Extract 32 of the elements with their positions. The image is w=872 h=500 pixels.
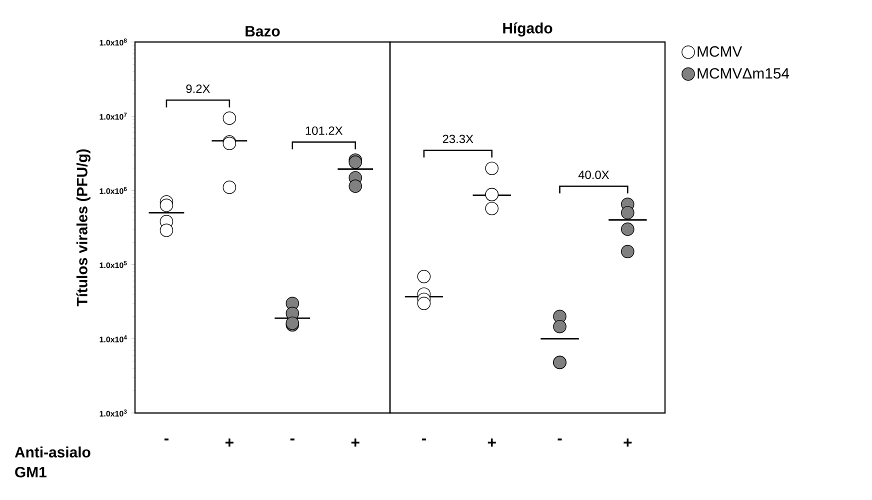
x-tick-label: -: [422, 438, 426, 440]
point: [553, 320, 566, 334]
point: [621, 244, 634, 258]
y-axis-title: Títulos virales (PFU/g): [76, 149, 90, 306]
legend-label: MCMVΔm154: [698, 68, 790, 79]
point: [621, 206, 634, 220]
point: [621, 222, 634, 236]
point: [160, 224, 174, 237]
point: [348, 180, 362, 193]
annotation: 40.0X: [578, 170, 610, 180]
point: [222, 180, 236, 194]
x-axis-title: Anti-asialo GM1: [14, 446, 90, 478]
point: [485, 162, 499, 176]
point: [485, 202, 499, 216]
chart-title: Hígado: [503, 22, 552, 36]
point: [160, 198, 174, 212]
annotation: 101.2X: [306, 126, 343, 135]
chart-title: Bazo: [246, 26, 280, 36]
legend-label: MCMV: [698, 46, 742, 57]
x-tick-label: -: [164, 438, 168, 440]
point: [417, 270, 431, 284]
point: [222, 112, 236, 125]
x-tick-label: +: [225, 438, 234, 447]
annotation: 23.3X: [442, 134, 474, 144]
x-tick-label: -: [558, 438, 562, 440]
point: [417, 296, 431, 310]
x-tick-label: +: [624, 438, 632, 447]
annotation: 9.2X: [186, 84, 210, 93]
x-tick-label: +: [351, 438, 360, 447]
point: [348, 156, 362, 169]
x-tick-label: -: [290, 438, 294, 440]
x-tick-label: +: [488, 438, 496, 447]
